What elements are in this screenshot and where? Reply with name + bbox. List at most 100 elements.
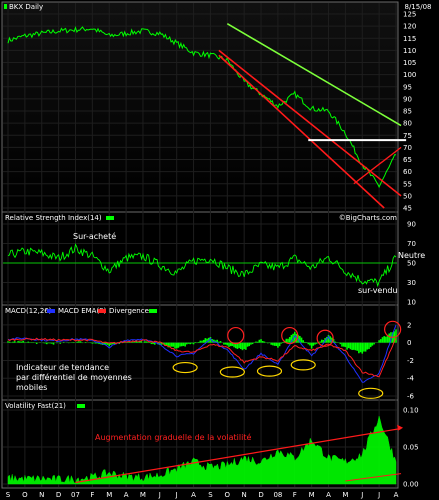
macd-title: MACD(12,26) bbox=[5, 307, 52, 315]
month-tick-label: J bbox=[360, 491, 363, 499]
price-tick-label: 115 bbox=[403, 35, 416, 43]
rsi-layer bbox=[3, 242, 397, 288]
price-tick-label: 50 bbox=[403, 192, 412, 200]
macd-tick-label: -4 bbox=[407, 375, 415, 383]
rsi-swatch-icon bbox=[106, 216, 114, 220]
price-title: BKX Daily bbox=[9, 3, 43, 11]
macd-panel-frame bbox=[1, 304, 399, 401]
price-tick-label: 105 bbox=[403, 59, 416, 67]
month-tick-label: A bbox=[394, 491, 399, 499]
month-tick-label: A bbox=[191, 491, 196, 499]
macd-note-line3: mobiles bbox=[16, 383, 47, 392]
macd-tick-label: -2 bbox=[407, 357, 414, 365]
arrow-head-icon bbox=[397, 424, 404, 431]
rsi-tick-label: 50 bbox=[407, 260, 416, 268]
month-tick-label: J bbox=[158, 491, 161, 499]
rsi-tick-label: 10 bbox=[407, 299, 416, 307]
rsi-tick-label: 70 bbox=[407, 240, 416, 248]
price-tick-label: 125 bbox=[403, 11, 416, 19]
price-tick-label: 60 bbox=[403, 168, 412, 176]
low-ellipse bbox=[358, 387, 384, 399]
month-tick-label: 07 bbox=[71, 491, 80, 499]
ema-swatch-icon bbox=[98, 309, 106, 313]
price-tick-label: 75 bbox=[403, 132, 412, 140]
price-tick-label: 70 bbox=[403, 144, 412, 152]
month-tick-label: A bbox=[124, 491, 129, 499]
month-tick-label: M bbox=[309, 491, 315, 499]
macd-note-line1: Indicateur de tendance bbox=[16, 363, 109, 372]
rsi-tick-label: 90 bbox=[407, 221, 416, 229]
price-tick-label: 85 bbox=[403, 108, 412, 116]
macd-divergence-title: Divergence bbox=[109, 307, 149, 315]
rsi-neutral-label: Neutre bbox=[398, 251, 425, 260]
month-tick-label: D bbox=[258, 491, 263, 499]
high-ellipse bbox=[384, 320, 402, 338]
rsi-title: Relative Strength Index(14) bbox=[5, 214, 102, 222]
month-tick-label: 08 bbox=[273, 491, 282, 499]
month-tick-label: M bbox=[342, 491, 348, 499]
grid-lines bbox=[3, 3, 397, 487]
price-panel-frame bbox=[1, 1, 399, 213]
macd-swatch-icon bbox=[47, 309, 55, 313]
price-axis: 125 120 115 110 105 100 95 90 85 80 75 70 65 60 55 50 45 bbox=[403, 11, 416, 213]
divergence-swatch-icon bbox=[149, 309, 157, 313]
low-ellipse bbox=[172, 361, 198, 374]
month-tick-label: J bbox=[377, 491, 380, 499]
channel-trendline-lower bbox=[218, 54, 385, 209]
rsi-panel-frame bbox=[1, 211, 399, 306]
high-ellipse bbox=[281, 326, 299, 345]
macd-axis: 2 0 -2 -4 -6 bbox=[407, 321, 415, 400]
rsi-overbought-label: Sur-acheté bbox=[73, 231, 116, 241]
volatility-layer bbox=[7, 415, 404, 485]
month-tick-label: F bbox=[90, 491, 94, 499]
month-tick-label: F bbox=[293, 491, 297, 499]
price-tick-label: 110 bbox=[403, 47, 416, 55]
rsi-series-line bbox=[7, 242, 397, 288]
price-date: 8/15/08 bbox=[405, 3, 432, 11]
month-tick-label: M bbox=[140, 491, 146, 499]
low-ellipse bbox=[219, 366, 245, 378]
macd-tick-label: -6 bbox=[407, 393, 415, 401]
rsi-oversold-label: sur-vendu bbox=[358, 286, 398, 295]
macd-tick-label: 0 bbox=[407, 339, 411, 347]
watermark: ©BigCharts.com bbox=[339, 214, 397, 222]
volatility-swatch-icon bbox=[77, 404, 85, 408]
month-tick-label: S bbox=[6, 491, 11, 499]
month-tick-label: D bbox=[56, 491, 61, 499]
volatility-base-trendline bbox=[345, 473, 402, 482]
month-tick-label: N bbox=[39, 491, 44, 499]
resistance-trendline bbox=[226, 23, 402, 127]
low-ellipse bbox=[290, 359, 316, 371]
macd-note-line2: par différentiel de moyennes bbox=[16, 372, 132, 382]
month-axis: S O N D 07 F M A M J J A S O N D 08 F M A M J J A bbox=[6, 491, 399, 499]
volatility-title: Volatility Fast(21) bbox=[5, 402, 66, 410]
price-tick-label: 55 bbox=[403, 180, 412, 188]
month-tick-label: O bbox=[22, 491, 28, 499]
price-tick-label: 45 bbox=[403, 205, 412, 213]
month-tick-label: N bbox=[242, 491, 247, 499]
price-tick-label: 95 bbox=[403, 83, 412, 91]
volatility-tick-label: 0.05 bbox=[403, 444, 419, 452]
macd-ema-series-line bbox=[7, 337, 397, 378]
month-tick-label: J bbox=[175, 491, 178, 499]
high-ellipse bbox=[227, 326, 245, 345]
volatility-axis: 0.10 0.05 0.00 bbox=[403, 407, 419, 489]
price-tick-label: 90 bbox=[403, 95, 412, 103]
rebound-trendline bbox=[353, 146, 402, 185]
volatility-tick-label: 0.00 bbox=[403, 481, 419, 489]
volatility-note: Augmentation graduelle de la volatilité bbox=[95, 432, 251, 442]
price-tick-label: 120 bbox=[403, 23, 416, 31]
price-tick-label: 80 bbox=[403, 120, 412, 128]
macd-tick-label: 2 bbox=[407, 321, 411, 329]
macd-layer bbox=[7, 320, 402, 399]
price-swatch-icon bbox=[4, 4, 7, 9]
rsi-tick-label: 30 bbox=[407, 279, 416, 287]
price-layer bbox=[7, 23, 407, 209]
price-tick-label: 65 bbox=[403, 156, 412, 164]
low-ellipse bbox=[256, 365, 283, 377]
price-tick-label: 100 bbox=[403, 71, 416, 79]
month-tick-label: M bbox=[106, 491, 112, 499]
month-tick-label: A bbox=[326, 491, 331, 499]
